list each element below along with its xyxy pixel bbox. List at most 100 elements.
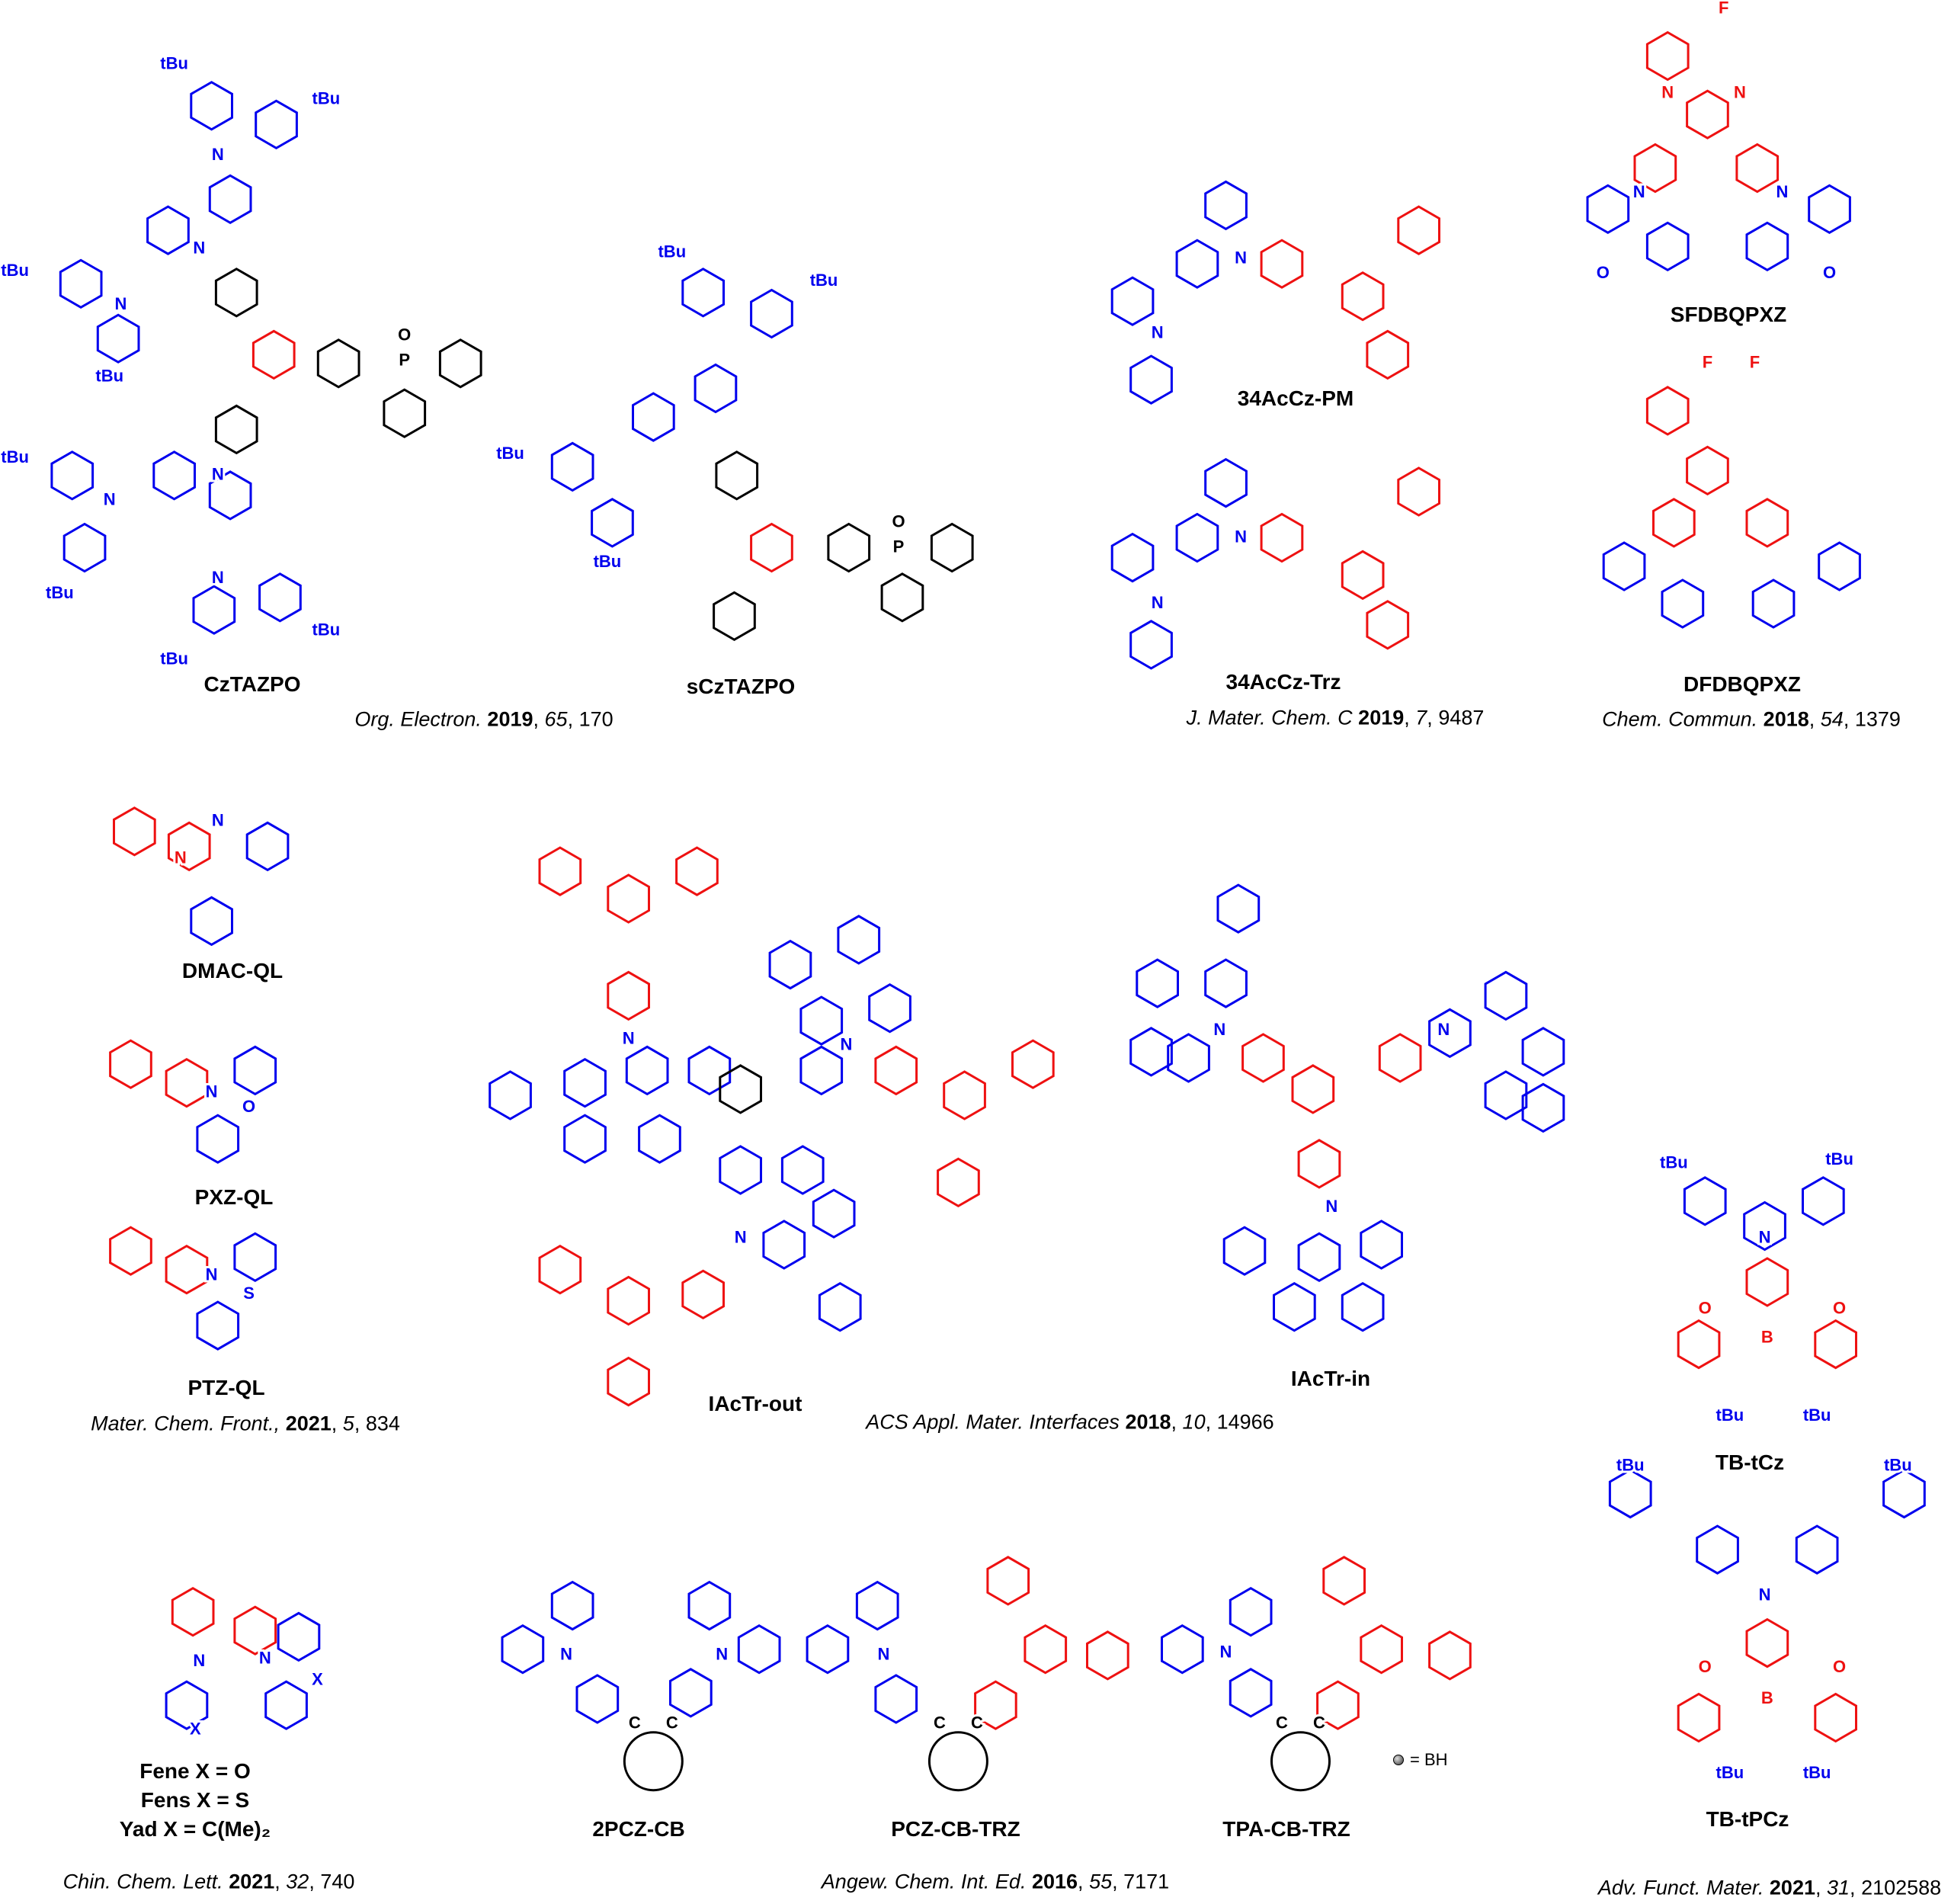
ring bbox=[165, 1244, 209, 1295]
citation-chem-commun: Chem. Commun. 2018, 54, 1379 bbox=[1602, 707, 1901, 731]
ring bbox=[1341, 550, 1385, 601]
citation-angew: Angew. Chem. Int. Ed. 2016, 55, 7171 bbox=[821, 1870, 1170, 1893]
bh-legend-text: = BH bbox=[1410, 1750, 1448, 1769]
ring bbox=[1743, 1200, 1786, 1252]
atom-label: tBu bbox=[1, 261, 29, 280]
ring bbox=[937, 1157, 980, 1208]
structure-fene bbox=[165, 1586, 321, 1730]
label-pczcbtrz: PCZ-CB-TRZ bbox=[891, 1817, 1020, 1841]
atom-label: O bbox=[1699, 1299, 1712, 1318]
ring bbox=[1341, 1281, 1385, 1332]
ring bbox=[214, 268, 258, 318]
ring bbox=[1677, 1692, 1721, 1743]
ring bbox=[607, 873, 650, 924]
atom-label: tBu bbox=[95, 367, 123, 386]
atom-label: N bbox=[1152, 593, 1164, 612]
ring bbox=[1802, 1176, 1845, 1226]
ring bbox=[1175, 239, 1219, 289]
atom-label: N bbox=[212, 465, 224, 484]
label-dfdbqpxz: DFDBQPXZ bbox=[1683, 672, 1801, 696]
structure-sfdbqpxz bbox=[1586, 30, 1851, 272]
ring bbox=[799, 1045, 844, 1096]
ring bbox=[1110, 276, 1155, 326]
ring bbox=[681, 268, 725, 318]
ring bbox=[233, 1232, 277, 1283]
atom-label: N bbox=[877, 1645, 889, 1664]
structure-acczpm bbox=[1110, 180, 1440, 405]
ring bbox=[1291, 1064, 1335, 1114]
ring bbox=[1484, 970, 1528, 1021]
ring bbox=[255, 99, 298, 150]
atom-label: X bbox=[190, 1720, 201, 1739]
ring bbox=[50, 450, 95, 501]
ring bbox=[1683, 1176, 1727, 1226]
label-dmacql: DMAC-QL bbox=[181, 959, 284, 982]
ring bbox=[1297, 1139, 1341, 1189]
ring bbox=[277, 1611, 321, 1662]
ring bbox=[1602, 541, 1646, 591]
atom-label: tBu bbox=[1803, 1406, 1831, 1425]
ring bbox=[1735, 143, 1780, 194]
ring bbox=[750, 522, 793, 573]
ring bbox=[719, 1145, 762, 1195]
atom-label: P bbox=[399, 350, 410, 369]
atom-label: N bbox=[1235, 248, 1247, 267]
atom-label: tBu bbox=[810, 271, 838, 290]
atom-label: F bbox=[1703, 353, 1712, 372]
ring bbox=[780, 1145, 825, 1195]
ring bbox=[167, 821, 211, 872]
ring bbox=[109, 1226, 152, 1276]
citation-acs-ami: ACS Appl. Mater. Interfaces 2018, 10, 14… bbox=[866, 1410, 1274, 1434]
ring bbox=[607, 970, 650, 1021]
ring bbox=[986, 1556, 1030, 1606]
ring bbox=[208, 470, 252, 521]
atom-label: tBu bbox=[312, 620, 341, 639]
structure-ptzql bbox=[109, 1226, 277, 1351]
ring bbox=[681, 1269, 725, 1320]
atom-label: C bbox=[971, 1713, 983, 1733]
ring bbox=[214, 404, 258, 455]
ring bbox=[1645, 386, 1690, 436]
ring bbox=[1484, 1070, 1528, 1120]
ring bbox=[1686, 445, 1729, 496]
ring bbox=[208, 174, 252, 225]
ring bbox=[1316, 1680, 1360, 1730]
label-iactrin: IAcTr-in bbox=[1290, 1367, 1371, 1390]
atom-label: N bbox=[212, 145, 224, 164]
ring bbox=[1341, 271, 1385, 322]
citation-org-electron: Org. Electron. 2019, 65, 170 bbox=[354, 707, 613, 731]
ring bbox=[233, 1605, 277, 1656]
ring bbox=[1745, 1257, 1789, 1307]
carborane-cage bbox=[927, 1731, 988, 1792]
ring bbox=[165, 1680, 209, 1730]
ring bbox=[1129, 620, 1173, 670]
atom-label: N bbox=[716, 1645, 728, 1664]
atom-label: N bbox=[175, 848, 187, 867]
ring bbox=[1297, 1232, 1341, 1283]
ring bbox=[1818, 541, 1861, 591]
ring bbox=[638, 1114, 681, 1164]
ring bbox=[152, 450, 196, 501]
label-tbtcz: TB-tCz bbox=[1715, 1450, 1785, 1474]
ring bbox=[1024, 1624, 1068, 1675]
ring bbox=[1882, 1468, 1926, 1519]
ring bbox=[196, 1300, 240, 1351]
ring bbox=[258, 572, 302, 623]
ring bbox=[1745, 498, 1789, 548]
ring bbox=[719, 1064, 762, 1114]
citation-jmcc: J. Mater. Chem. C 2019, 7, 9487 bbox=[1186, 706, 1485, 729]
structure-cztazpo bbox=[50, 81, 482, 635]
label-sfdbqpxz: SFDBQPXZ bbox=[1670, 303, 1787, 326]
ring bbox=[489, 1070, 532, 1120]
ring bbox=[1175, 512, 1219, 563]
label-fens: Fens X = S bbox=[140, 1788, 250, 1812]
atom-label: N bbox=[193, 238, 205, 257]
ring bbox=[1397, 466, 1440, 517]
ring bbox=[669, 1668, 713, 1718]
ring bbox=[1428, 1630, 1472, 1681]
ring bbox=[827, 522, 871, 573]
ring bbox=[855, 1580, 899, 1631]
ring bbox=[874, 1045, 918, 1096]
